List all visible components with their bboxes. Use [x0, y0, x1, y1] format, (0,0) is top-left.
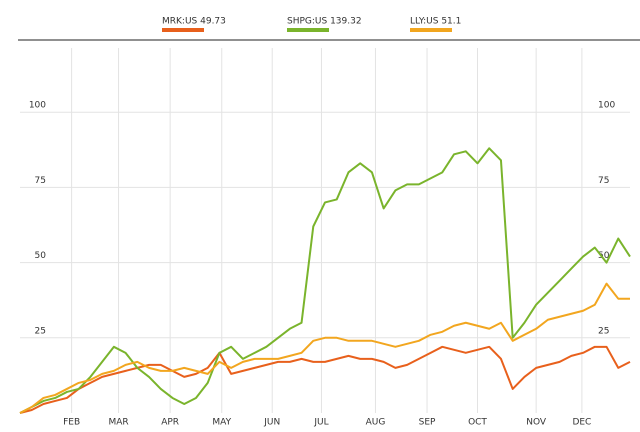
y-tick-label: 100 — [29, 101, 46, 111]
legend-swatch — [410, 28, 452, 32]
x-tick-label: JUN — [263, 418, 280, 428]
y-tick-label: 50 — [35, 251, 47, 261]
y-tick-label-right: 100 — [598, 101, 615, 111]
x-tick-label: MAR — [108, 418, 128, 428]
legend-swatch — [162, 28, 204, 32]
series-line — [19, 147, 631, 414]
legend-label: SHPG:US 139.32 — [287, 17, 362, 27]
x-tick-label: FEB — [63, 418, 80, 428]
x-tick-label: OCT — [468, 418, 487, 428]
y-tick-label-right: 50 — [598, 251, 610, 261]
x-tick-label: JUL — [313, 418, 328, 428]
x-tick-label: SEP — [419, 418, 436, 428]
y-tick-label: 75 — [35, 176, 46, 186]
y-tick-label-right: 25 — [598, 326, 609, 336]
legend-label: MRK:US 49.73 — [162, 17, 226, 27]
y-tick-label: 25 — [35, 326, 46, 336]
x-tick-label: AUG — [366, 418, 386, 428]
x-tick-label: APR — [161, 418, 179, 428]
x-tick-label: NOV — [526, 418, 547, 428]
x-tick-label: MAY — [212, 418, 231, 428]
legend-label: LLY:US 51.1 — [410, 17, 461, 27]
x-tick-label: DEC — [572, 418, 591, 428]
series-line — [19, 282, 630, 414]
legend-swatch — [287, 28, 329, 32]
y-tick-label-right: 75 — [598, 176, 609, 186]
series-line — [19, 345, 631, 414]
